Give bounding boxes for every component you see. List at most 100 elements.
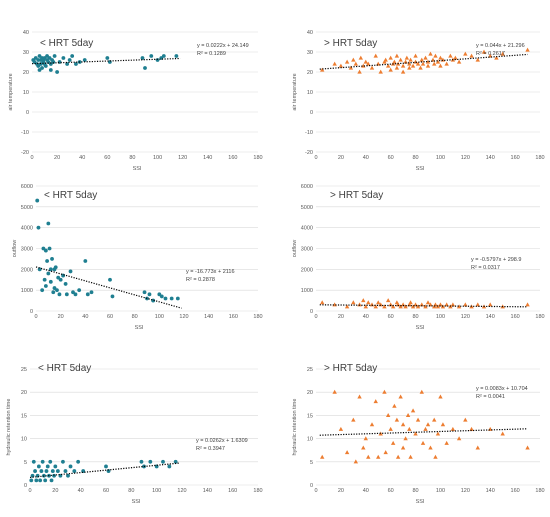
data-point	[106, 469, 111, 473]
data-point	[50, 469, 55, 473]
data-point	[435, 59, 441, 64]
data-point	[40, 288, 45, 293]
data-point	[420, 440, 426, 445]
y-tick-label: 40	[307, 30, 313, 36]
chart-panel-5: 0 5 10 15 20 25 0 20 40 60 80 100 120 140 160 180 SSI hyd…	[6, 363, 263, 505]
x-tick-label: 160	[229, 314, 238, 320]
chart-panel-4: 0 1000 2000 3000 4000 5000 6000 0 20 40 60 80 100 120…	[292, 184, 545, 331]
chart-title: > HRT 5day	[324, 363, 377, 374]
data-point	[376, 454, 381, 459]
x-tick-label: 0	[28, 488, 31, 494]
y-tick-label: 10	[21, 437, 27, 443]
x-tick-label: 40	[363, 155, 369, 161]
data-point	[435, 431, 441, 436]
data-point	[70, 54, 75, 58]
data-point	[395, 454, 401, 459]
data-point	[361, 445, 366, 450]
data-point	[433, 53, 438, 58]
y-tick-label: 5000	[301, 205, 313, 211]
data-point	[36, 464, 41, 469]
y-tick-label: 30	[23, 50, 29, 56]
data-point	[423, 304, 428, 309]
trend-equation: y = 0.0222x + 24.149	[197, 43, 249, 49]
trend-r-squared: R² = 0.0041	[476, 394, 505, 400]
x-tick-label: 0	[314, 488, 317, 494]
data-point	[55, 288, 59, 293]
data-point	[395, 302, 401, 307]
data-point	[435, 304, 441, 309]
data-point	[404, 55, 410, 60]
y-tick-label: 4000	[301, 226, 313, 232]
trend-equation: y = 0.0262x + 1.6309	[196, 438, 248, 444]
data-point	[89, 290, 94, 295]
data-point	[338, 426, 344, 431]
y-tick-label: 3000	[21, 247, 33, 253]
x-tick-label: 140	[486, 155, 495, 161]
y-tick-label: 30	[307, 50, 313, 56]
x-tick-label: 140	[204, 314, 213, 320]
data-point	[378, 69, 383, 74]
trend-equation: y = 0.044x + 21.296	[476, 43, 525, 49]
data-point	[428, 51, 433, 56]
data-point	[392, 403, 397, 408]
data-point	[52, 54, 57, 58]
y-tick-label: 15	[21, 413, 27, 419]
x-tick-label: 180	[253, 155, 262, 161]
data-point	[361, 298, 366, 303]
data-point	[48, 267, 53, 272]
y-axis-label: outflow	[292, 240, 298, 257]
data-point	[85, 292, 90, 297]
data-point	[104, 464, 108, 469]
x-tick-label: 0	[34, 314, 37, 320]
y-tick-label: -10	[305, 130, 313, 136]
data-point	[403, 436, 408, 441]
data-point	[40, 459, 45, 464]
data-point	[390, 440, 396, 445]
data-point	[83, 259, 88, 263]
trend-r-squared: R² = 0.0317	[471, 265, 500, 271]
data-point	[147, 292, 152, 297]
data-point	[388, 426, 393, 431]
chart-title: > HRT 5day	[330, 190, 383, 201]
data-point	[450, 426, 456, 431]
x-tick-label: 80	[412, 314, 418, 320]
chart-title: < HRT 5day	[44, 190, 97, 201]
data-point	[448, 53, 453, 58]
data-point	[394, 53, 400, 58]
data-point	[432, 417, 437, 422]
x-tick-label: 100	[436, 155, 445, 161]
x-tick-label: 60	[388, 488, 394, 494]
x-axis-label: SSI	[135, 325, 144, 331]
data-point	[142, 290, 147, 295]
data-point	[48, 459, 53, 464]
x-tick-label: 40	[79, 155, 85, 161]
data-point	[373, 399, 378, 404]
data-point	[51, 60, 56, 64]
data-point	[44, 469, 49, 473]
x-tick-label: 180	[253, 314, 262, 320]
data-point	[420, 61, 426, 66]
data-point	[50, 257, 54, 261]
data-point	[425, 59, 431, 64]
data-point	[68, 269, 73, 274]
data-point	[413, 53, 418, 58]
data-point	[77, 288, 82, 293]
x-axis-label: SSI	[132, 499, 141, 505]
data-point	[35, 198, 40, 203]
data-point	[408, 454, 413, 459]
chart-title: < HRT 5day	[40, 38, 93, 49]
x-tick-label: 120	[178, 155, 187, 161]
data-point	[453, 55, 458, 60]
x-axis-label: SSI	[416, 166, 425, 172]
data-point	[169, 296, 174, 301]
data-point	[34, 478, 39, 483]
data-point	[444, 61, 449, 66]
data-point	[382, 389, 387, 394]
data-point	[148, 459, 153, 464]
data-point	[353, 459, 359, 464]
data-point	[353, 61, 359, 66]
data-point	[45, 464, 50, 469]
x-tick-label: 80	[129, 155, 135, 161]
trendline	[319, 53, 528, 70]
y-tick-label: 5	[24, 460, 27, 466]
